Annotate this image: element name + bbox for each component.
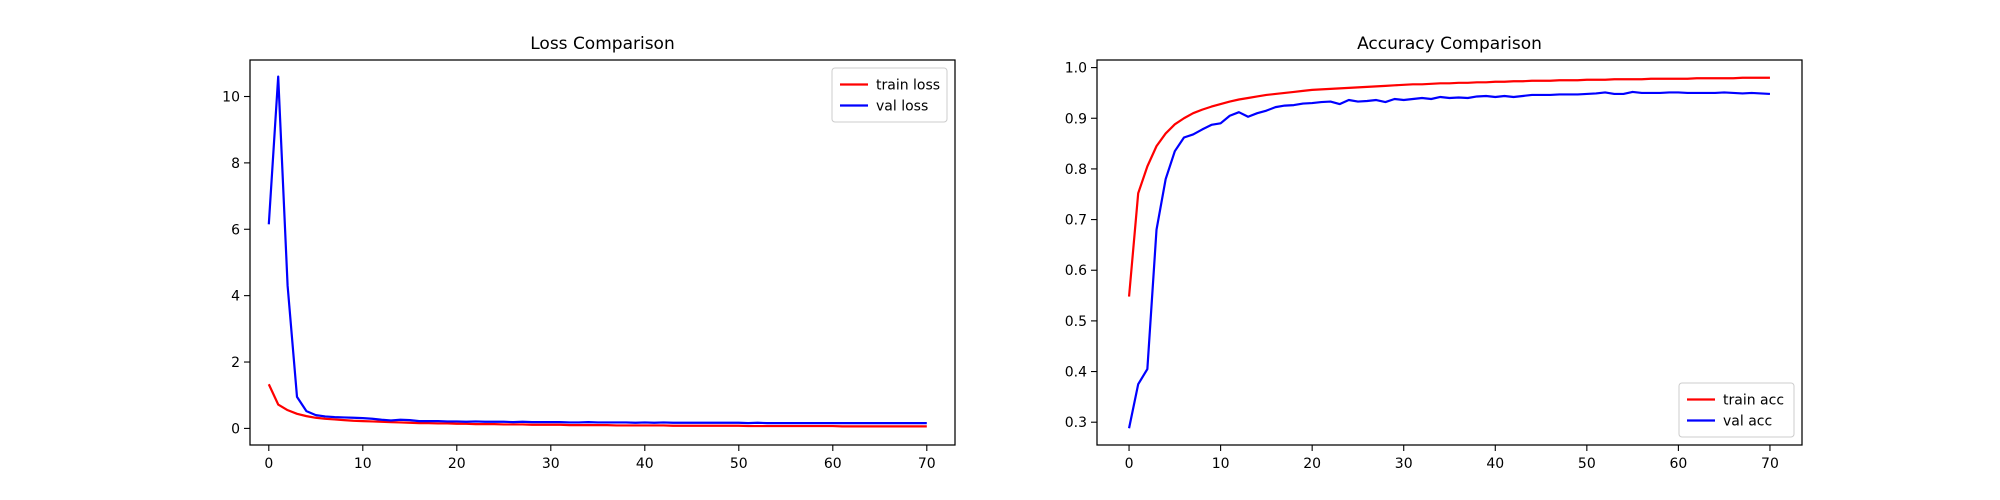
legend-label-train-loss: train loss xyxy=(876,78,940,94)
x-tick-label: 40 xyxy=(636,456,654,472)
legend-box xyxy=(1678,382,1795,438)
x-tick-label: 20 xyxy=(448,456,466,472)
x-tick-label: 60 xyxy=(1669,456,1687,472)
y-tick-label: 0.7 xyxy=(1065,213,1087,229)
y-tick-label: 1.0 xyxy=(1065,61,1087,77)
y-tick-label: 6 xyxy=(231,222,240,238)
y-tick-label: 8 xyxy=(231,156,240,172)
legend-box xyxy=(831,67,948,123)
legend: train loss val loss xyxy=(831,67,948,123)
x-tick-label: 70 xyxy=(1761,456,1779,472)
x-tick-label: 30 xyxy=(1395,456,1413,472)
x-tick-label: 10 xyxy=(1212,456,1230,472)
x-tick-label: 0 xyxy=(264,456,273,472)
x-tick-label: 60 xyxy=(824,456,842,472)
y-tick-label: 4 xyxy=(231,289,240,305)
series-line-train-acc xyxy=(1127,76,1770,297)
y-tick-label: 0.8 xyxy=(1065,162,1087,178)
legend-label-val-loss: val loss xyxy=(876,99,928,115)
loss-comparison-chart: Loss Comparison 0 10 20 30 40 50 60 70 0 2 4 6 8 10 tr… xyxy=(222,34,956,472)
y-tick-label: 0.5 xyxy=(1065,314,1087,330)
y-tick-label: 0.4 xyxy=(1065,365,1087,381)
plot-area-frame xyxy=(249,59,956,446)
x-tick-label: 40 xyxy=(1486,456,1504,472)
legend-label-train-acc: train acc xyxy=(1723,393,1784,409)
x-tick-label: 10 xyxy=(354,456,372,472)
y-tick-label: 0.6 xyxy=(1065,263,1087,279)
x-tick-label: 20 xyxy=(1303,456,1321,472)
y-tick-label: 0.9 xyxy=(1065,111,1087,127)
series-line-val-acc xyxy=(1127,90,1771,429)
chart-title: Loss Comparison xyxy=(530,34,674,54)
y-tick-label: 10 xyxy=(222,90,240,106)
y-tick-label: 0 xyxy=(231,421,240,437)
x-tick-label: 0 xyxy=(1125,456,1134,472)
plot-area-frame xyxy=(1096,59,1803,446)
series-line-train-loss xyxy=(267,383,927,428)
y-tick-label: 0.3 xyxy=(1065,415,1087,431)
accuracy-comparison-chart: Accuracy Comparison 0 10 20 30 40 50 60 70 0.3 0.… xyxy=(1065,34,1803,472)
x-tick-label: 50 xyxy=(730,456,748,472)
x-tick-label: 70 xyxy=(918,456,936,472)
legend: train acc val acc xyxy=(1678,382,1795,438)
series-line-val-loss xyxy=(267,75,927,425)
chart-title: Accuracy Comparison xyxy=(1357,34,1542,54)
x-tick-label: 30 xyxy=(542,456,560,472)
legend-label-val-acc: val acc xyxy=(1723,414,1772,430)
x-tick-label: 50 xyxy=(1578,456,1596,472)
y-tick-label: 2 xyxy=(231,355,240,371)
